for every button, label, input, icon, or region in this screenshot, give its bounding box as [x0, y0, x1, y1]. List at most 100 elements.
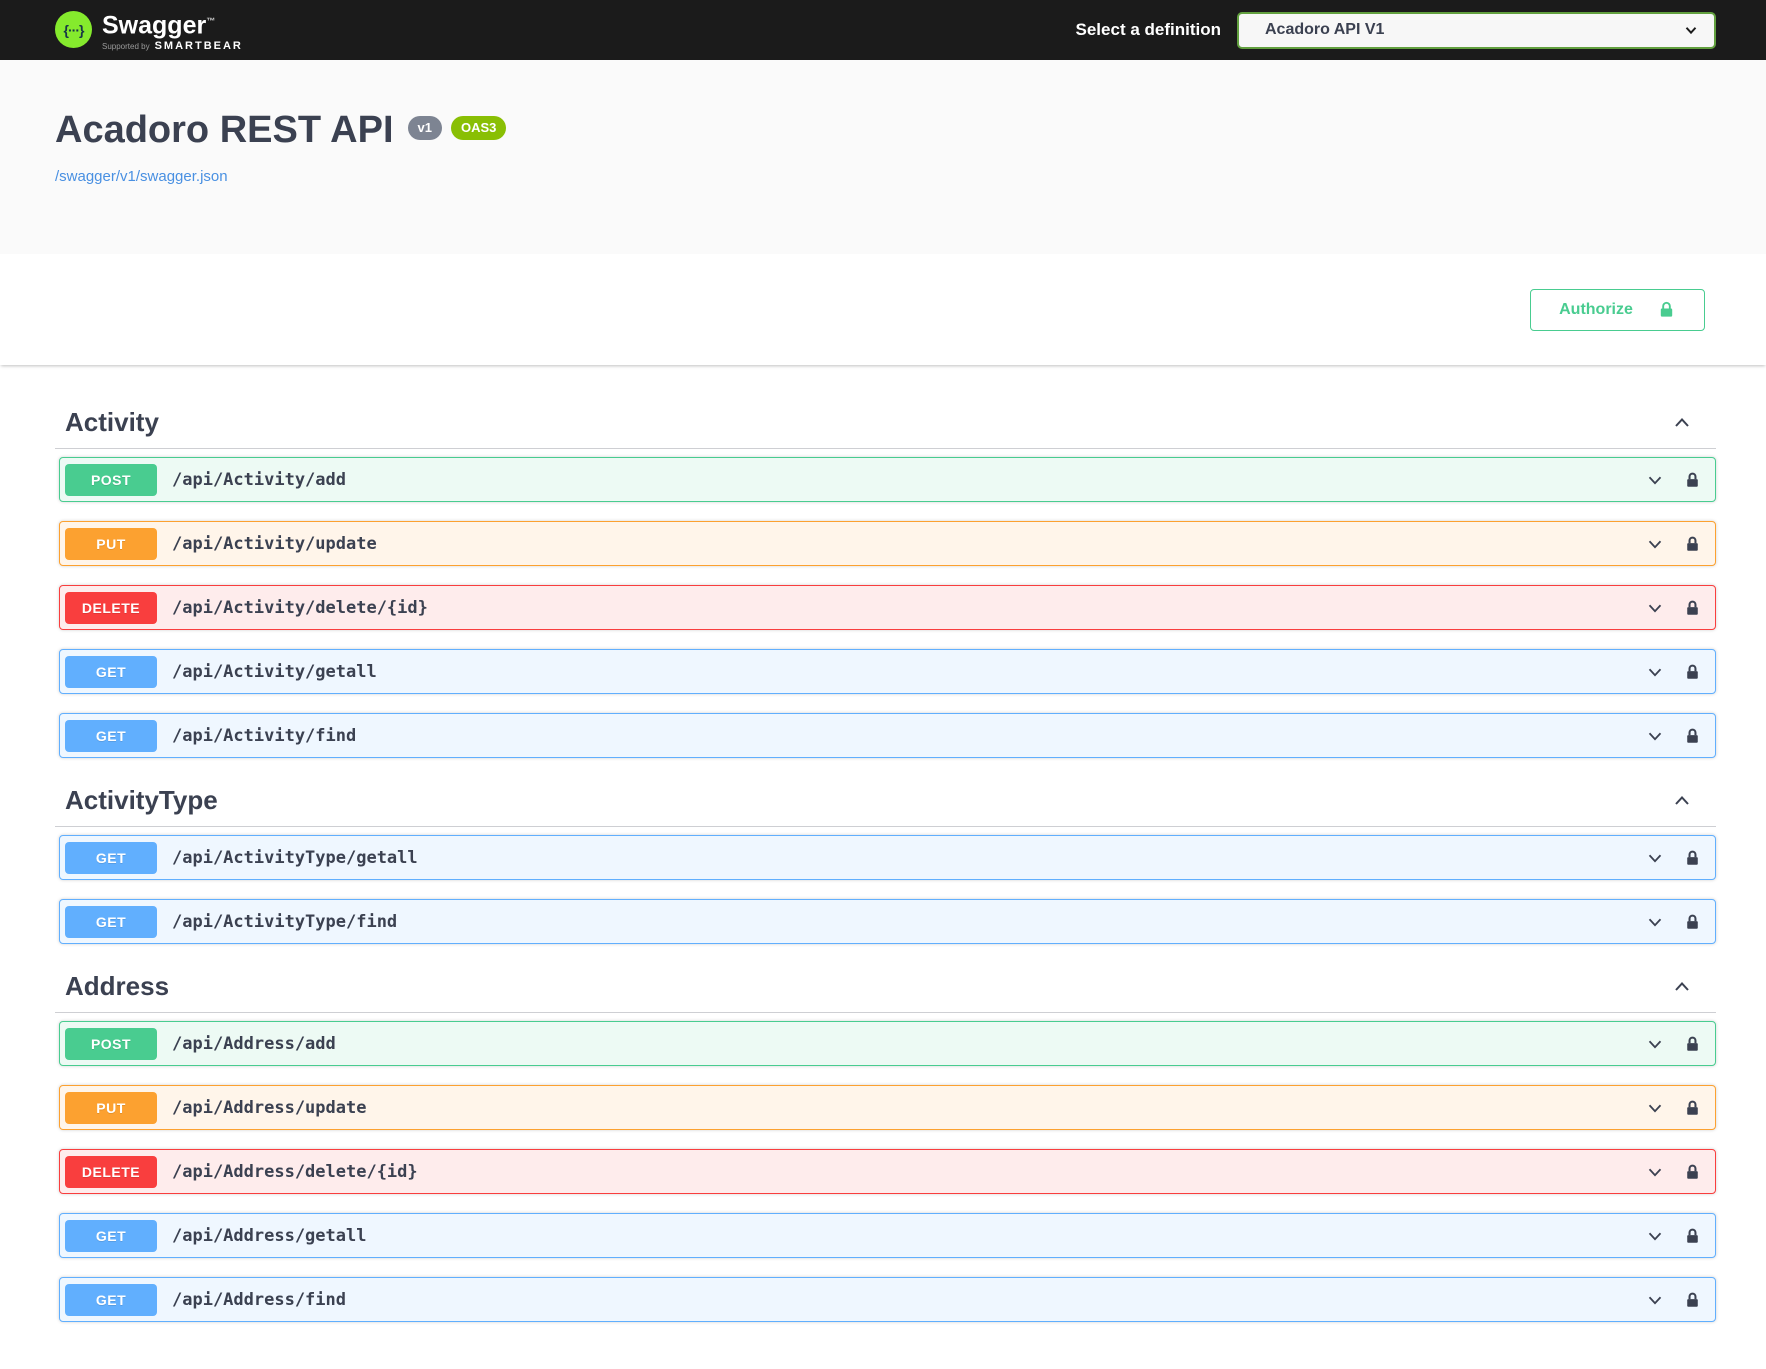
- lock-icon: [1687, 472, 1698, 487]
- section-header[interactable]: ActivityType: [55, 777, 1716, 827]
- tag-section: Address POST /api/Address/add PUT /api/A…: [55, 963, 1716, 1322]
- method-badge: PUT: [65, 527, 157, 560]
- method-badge: DELETE: [65, 591, 157, 624]
- operation-lock-button[interactable]: [1684, 535, 1701, 553]
- spec-json-link[interactable]: /swagger/v1/swagger.json: [55, 167, 228, 185]
- lock-icon: [1687, 536, 1698, 551]
- expand-operation-button[interactable]: [1644, 1033, 1666, 1055]
- expand-operation-button[interactable]: [1644, 469, 1666, 491]
- chevron-down-icon: [1648, 540, 1662, 549]
- expand-operation-button[interactable]: [1644, 661, 1666, 683]
- operation-lock-button[interactable]: [1684, 1163, 1701, 1181]
- section-rows: GET /api/ActivityType/getall GET /api/Ac…: [55, 835, 1716, 944]
- operation-row[interactable]: PUT /api/Address/update: [59, 1085, 1716, 1130]
- operation-lock-button[interactable]: [1684, 471, 1701, 489]
- section-title: Activity: [65, 407, 159, 437]
- selected-definition-value: Acadoro API V1: [1265, 21, 1385, 38]
- operation-lock-button[interactable]: [1684, 849, 1701, 867]
- operation-lock-button[interactable]: [1684, 663, 1701, 681]
- lock-icon: [1687, 1228, 1698, 1243]
- lock-icon: [1660, 301, 1673, 317]
- section-header[interactable]: Activity: [55, 399, 1716, 449]
- tag-section: ActivityType GET /api/ActivityType/getal…: [55, 777, 1716, 944]
- op-path: /api/Address/getall: [172, 1225, 367, 1246]
- op-path: /api/ActivityType/getall: [172, 847, 418, 868]
- chevron-down-icon: [1648, 854, 1662, 863]
- operation-row[interactable]: DELETE /api/Activity/delete/{id}: [59, 585, 1716, 630]
- op-path: /api/Activity/find: [172, 725, 357, 746]
- chevron-down-icon: [1648, 1168, 1662, 1177]
- operation-row[interactable]: GET /api/ActivityType/getall: [59, 835, 1716, 880]
- chevron-up-icon[interactable]: [1670, 975, 1694, 999]
- expand-operation-button[interactable]: [1644, 1289, 1666, 1311]
- operation-row[interactable]: PUT /api/Activity/update: [59, 521, 1716, 566]
- lock-icon: [1687, 728, 1698, 743]
- chevron-down-icon: [1648, 476, 1662, 485]
- section-rows: POST /api/Activity/add PUT /api/Activity…: [55, 457, 1716, 758]
- op-path: /api/ActivityType/find: [172, 911, 398, 932]
- definition-select[interactable]: Acadoro API V1: [1237, 11, 1716, 49]
- operation-row[interactable]: GET /api/Activity/getall: [59, 649, 1716, 694]
- lock-icon: [1687, 1100, 1698, 1115]
- expand-operation-button[interactable]: [1644, 847, 1666, 869]
- op-path: /api/Address/update: [172, 1097, 367, 1118]
- operation-row[interactable]: DELETE /api/Address/delete/{id}: [59, 1149, 1716, 1194]
- operation-row[interactable]: GET /api/ActivityType/find: [59, 899, 1716, 944]
- method-badge: GET: [65, 719, 157, 752]
- chevron-down-icon: [1648, 918, 1662, 927]
- op-path: /api/Activity/delete/{id}: [172, 597, 428, 618]
- info-section: Acadoro REST API v1 OAS3 /swagger/v1/swa…: [0, 60, 1766, 254]
- operation-row[interactable]: POST /api/Address/add: [59, 1021, 1716, 1066]
- operation-row[interactable]: GET /api/Activity/find: [59, 713, 1716, 758]
- expand-operation-button[interactable]: [1644, 1161, 1666, 1183]
- operation-row[interactable]: POST /api/Activity/add: [59, 457, 1716, 502]
- method-badge: PUT: [65, 1091, 157, 1124]
- authorize-button[interactable]: Authorize: [1530, 288, 1705, 331]
- swagger-logo-icon: {···}: [55, 11, 92, 49]
- chevron-up-icon[interactable]: [1670, 789, 1694, 813]
- lock-icon: [1687, 1036, 1698, 1051]
- operations-list: Activity POST /api/Activity/add PUT /api…: [0, 365, 1766, 1322]
- authorize-label: Authorize: [1559, 300, 1633, 318]
- operation-lock-button[interactable]: [1684, 727, 1701, 745]
- lock-icon: [1687, 1164, 1698, 1179]
- lock-icon: [1687, 850, 1698, 865]
- op-path: /api/Activity/update: [172, 533, 377, 554]
- brand-subtitle: Supported by SMARTBEAR: [102, 40, 243, 52]
- expand-operation-button[interactable]: [1644, 1097, 1666, 1119]
- select-definition-label: Select a definition: [1075, 20, 1221, 39]
- chevron-up-icon[interactable]: [1670, 411, 1694, 435]
- lock-icon: [1687, 914, 1698, 929]
- lock-icon: [1687, 600, 1698, 615]
- chevron-down-icon: [1648, 1040, 1662, 1049]
- operation-lock-button[interactable]: [1684, 1291, 1701, 1309]
- supported-by-label: Supported by: [102, 41, 150, 51]
- chevron-down-icon: [1648, 732, 1662, 741]
- method-badge: POST: [65, 1027, 157, 1060]
- scheme-bar: Authorize: [0, 254, 1766, 365]
- section-title: ActivityType: [65, 785, 218, 815]
- operation-lock-button[interactable]: [1684, 1227, 1701, 1245]
- expand-operation-button[interactable]: [1644, 597, 1666, 619]
- expand-operation-button[interactable]: [1644, 533, 1666, 555]
- swagger-logo[interactable]: {···} Swagger™ Supported by SMARTBEAR: [55, 8, 243, 52]
- operation-lock-button[interactable]: [1684, 913, 1701, 931]
- oas3-badge: OAS3: [451, 116, 507, 140]
- version-badge: v1: [407, 116, 442, 140]
- op-path: /api/Address/find: [172, 1289, 346, 1310]
- operation-row[interactable]: GET /api/Address/getall: [59, 1213, 1716, 1258]
- operation-lock-button[interactable]: [1684, 1035, 1701, 1053]
- expand-operation-button[interactable]: [1644, 725, 1666, 747]
- operation-lock-button[interactable]: [1684, 599, 1701, 617]
- lock-icon: [1687, 1292, 1698, 1307]
- braces-icon: {···}: [63, 21, 85, 38]
- method-badge: GET: [65, 905, 157, 938]
- chevron-down-icon: [1685, 27, 1697, 35]
- section-header[interactable]: Address: [55, 963, 1716, 1013]
- operation-row[interactable]: GET /api/Address/find: [59, 1277, 1716, 1322]
- expand-operation-button[interactable]: [1644, 1225, 1666, 1247]
- method-badge: GET: [65, 1219, 157, 1252]
- chevron-down-icon: [1648, 1232, 1662, 1241]
- operation-lock-button[interactable]: [1684, 1099, 1701, 1117]
- expand-operation-button[interactable]: [1644, 911, 1666, 933]
